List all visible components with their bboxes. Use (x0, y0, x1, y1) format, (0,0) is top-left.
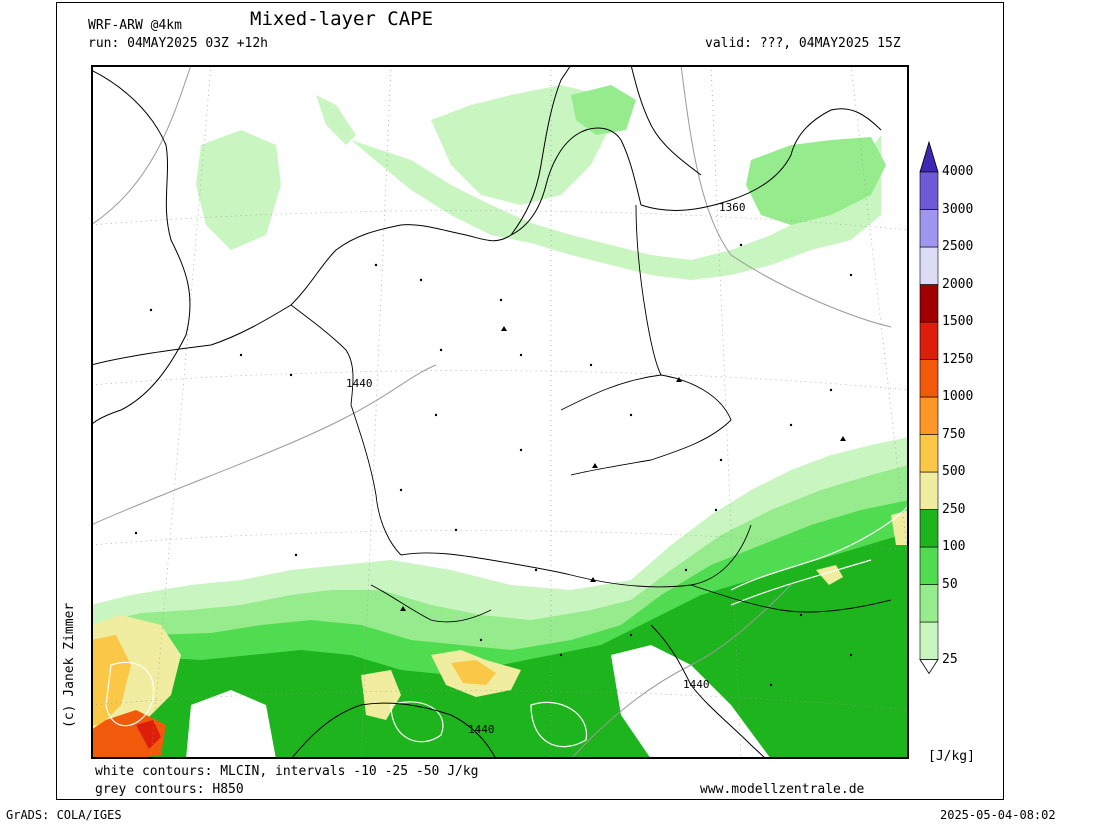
colorbar-label-750: 750 (942, 426, 966, 442)
colorbar-segment-3000 (919, 209, 939, 248)
credit-text: (c) Janek Zimmer (62, 602, 77, 728)
colorbar-label-1250: 1250 (942, 351, 974, 367)
cape-area-denmark (431, 85, 611, 205)
colorbar (919, 140, 939, 675)
colorbar-bottom-triangle (919, 659, 939, 675)
cape-field (91, 85, 909, 759)
border-ch-it (370, 584, 492, 623)
border-de-pl (635, 204, 662, 376)
colorbar-label-250: 250 (942, 501, 966, 517)
colorbar-segment-50 (919, 584, 939, 623)
colorbar-segment-4000 (919, 171, 939, 210)
coast-continent (91, 65, 572, 366)
border-fr-de (350, 404, 402, 556)
colorbar-label-100: 100 (942, 539, 966, 554)
colorbar-label-2500: 2500 (942, 239, 974, 254)
colorbar-segment-2000 (919, 284, 939, 323)
model-label: WRF-ARW @4km (88, 18, 182, 33)
cape-area-north (351, 135, 881, 280)
coastlines (91, 65, 882, 759)
border-de-cz (560, 374, 732, 476)
coast-denmark (510, 127, 642, 236)
valid-info: valid: ???, 04MAY2025 15Z (705, 36, 901, 51)
plot-frame (56, 2, 1004, 800)
border-at-hu (690, 584, 892, 613)
colorbar-segment-2500 (919, 246, 939, 285)
colorbar-segment-250 (919, 509, 939, 548)
colorbar-label-3000: 3000 (942, 201, 974, 217)
white-contours-note: white contours: MLCIN, intervals -10 -25… (95, 764, 479, 779)
cape-area-south-gap-west (186, 690, 276, 759)
h850-contours (91, 65, 892, 759)
render-timestamp: 2025-05-04-08:02 (940, 808, 1056, 822)
mountain-markers (400, 326, 846, 611)
mlcin-contours (105, 504, 909, 748)
credit-container: (c) Janek Zimmer (62, 588, 77, 728)
colorbar-label-25: 25 (942, 651, 958, 667)
website: www.modellzentrale.de (700, 782, 865, 797)
cape-area-skagerrak (571, 85, 636, 135)
latlon-grid (91, 65, 909, 759)
run-info: run: 04MAY2025 03Z +12h (88, 36, 269, 51)
contour-label-1440-west: 1440 (346, 377, 373, 390)
map-panel: 1360 1440 1440 1440 (91, 65, 909, 759)
station-dots (134, 243, 853, 687)
country-borders (290, 204, 892, 623)
colorbar-label-1500: 1500 (942, 314, 974, 329)
cape-area-baltic (746, 137, 886, 225)
cape-area-adriatic-gap (611, 645, 771, 759)
coast-adriatic (650, 624, 767, 759)
colorbar-label-50: 50 (942, 576, 958, 592)
colorbar-top-triangle (919, 140, 939, 173)
colorbar-label-1000: 1000 (942, 389, 974, 404)
colorbar-label-2000: 2000 (942, 276, 974, 292)
coast-baltic (640, 108, 882, 211)
contour-label-1440-east: 1440 (683, 678, 710, 691)
colorbar-label-500: 500 (942, 464, 966, 479)
colorbar-segment-750 (919, 434, 939, 473)
grey-contours-note: grey contours: H850 (95, 782, 244, 797)
colorbar-segment-500 (919, 471, 939, 510)
colorbar-segment-1250 (919, 359, 939, 398)
cape-area-uk-strip (316, 95, 356, 145)
coast-ligurian (290, 702, 497, 759)
colorbar-unit: [J/kg] (928, 749, 975, 764)
colorbar-segment-1500 (919, 321, 939, 360)
colorbar-segment-25 (919, 621, 939, 660)
contour-label-1360: 1360 (719, 201, 746, 214)
cape-area-northsea-scatter (196, 130, 281, 250)
colorbar-segment-1000 (919, 396, 939, 435)
grads-credit: GrADS: COLA/IGES (6, 808, 122, 822)
colorbar-segment-100 (919, 546, 939, 585)
coast-sweden (630, 65, 702, 176)
border-alps (400, 524, 752, 588)
border-be-nl (290, 304, 354, 406)
map-border (91, 65, 909, 759)
cape-area-west-darkred (136, 720, 161, 749)
coast-uk (91, 69, 191, 426)
cape-area-po-orange (451, 660, 496, 685)
contour-label-1440-south: 1440 (468, 723, 495, 736)
colorbar-label-4000: 4000 (942, 164, 974, 179)
chart-title: Mixed-layer CAPE (250, 8, 434, 30)
